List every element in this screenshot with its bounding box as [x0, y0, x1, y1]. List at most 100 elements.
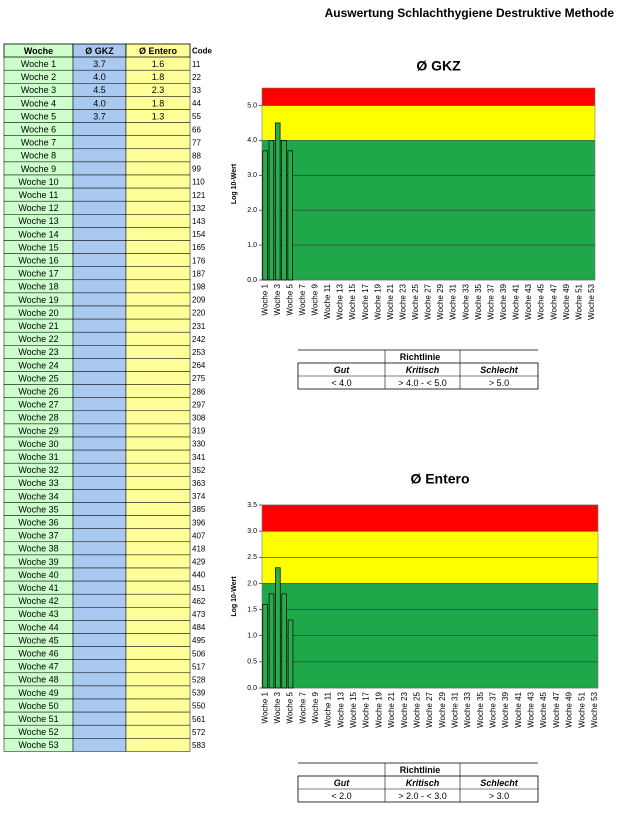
x-tick-label: Woche 47: [549, 283, 558, 319]
y-tick-label: 2.5: [247, 554, 257, 561]
x-tick-label: Woche 21: [386, 283, 395, 319]
cell-text: Woche 16: [18, 256, 58, 266]
cell: [125, 266, 191, 281]
guide-value: > 4.0 - < 5.0: [398, 378, 447, 388]
y-tick-label: 3.5: [247, 502, 257, 509]
cell: [125, 515, 191, 529]
code-text: 330: [192, 440, 206, 449]
bar: [287, 150, 294, 281]
cell-text: Woche 7: [21, 138, 56, 148]
code-text: 297: [192, 400, 206, 409]
cell-text: Woche 27: [18, 400, 58, 410]
cell-text: Woche 20: [18, 308, 58, 318]
cell: [125, 397, 191, 412]
cell: [125, 554, 191, 569]
y-tick-label: 3.0: [247, 528, 257, 535]
guide-value: < 4.0: [331, 378, 351, 388]
code-text: 451: [192, 584, 206, 593]
cell: [72, 135, 127, 150]
x-tick-label: Woche 1: [260, 691, 269, 723]
x-tick-label: Woche 39: [501, 691, 510, 727]
x-tick-label: Woche 17: [361, 283, 370, 319]
guide-value: < 2.0: [331, 791, 351, 801]
y-tick-label: 4.0: [247, 137, 257, 144]
cell: [72, 659, 127, 674]
cell: [72, 738, 127, 752]
cell: [72, 462, 127, 477]
cell-text: Woche 44: [18, 622, 58, 632]
cell: [125, 148, 191, 163]
cell: [125, 738, 191, 752]
cell: [125, 620, 191, 634]
y-axis-label: Log 10-Wert: [231, 163, 238, 204]
x-tick-label: Woche 29: [436, 283, 445, 319]
guide-value: > 5.0: [489, 378, 509, 388]
code-text: 22: [192, 73, 201, 82]
code-text: 495: [192, 636, 206, 645]
guide-header: Kritisch: [406, 365, 440, 375]
x-tick-label: Woche 9: [311, 691, 320, 723]
bar: [262, 603, 268, 689]
cell: [125, 358, 191, 372]
cell-text: 4.5: [93, 85, 106, 95]
code-text: 77: [192, 138, 201, 147]
x-tick-label: Woche 37: [489, 691, 498, 727]
x-tick-label: Woche 27: [425, 691, 434, 727]
x-tick-label: Woche 53: [590, 691, 599, 727]
code-text: 132: [192, 204, 206, 213]
x-tick-label: Woche 15: [348, 283, 357, 319]
cell-text: Woche 47: [18, 662, 58, 672]
cell: [72, 200, 127, 215]
cell-text: 1.6: [152, 59, 165, 69]
cell: [72, 214, 127, 228]
cell-text: Woche 30: [18, 439, 58, 449]
x-tick-label: Woche 53: [587, 283, 596, 319]
cell: [72, 292, 127, 307]
code-text: 539: [192, 689, 206, 698]
x-tick-label: Woche 5: [286, 691, 295, 723]
guide-title: Richtlinie: [400, 765, 441, 775]
cell-text: Woche 42: [18, 596, 58, 606]
header-text: Ø Entero: [139, 46, 178, 56]
page-title: Auswertung Schlachthygiene Destruktive M…: [325, 6, 615, 20]
cell: [72, 174, 127, 189]
y-tick-label: 0.0: [247, 277, 257, 284]
cell: [125, 449, 191, 464]
zone-band: [262, 505, 598, 532]
cell-text: Woche 45: [18, 635, 58, 645]
code-text: 143: [192, 217, 206, 226]
cell: [72, 227, 127, 241]
cell-text: 1.3: [152, 111, 165, 121]
cell: [72, 554, 127, 569]
guide-header: Kritisch: [406, 778, 440, 788]
x-tick-label: Woche 29: [438, 691, 447, 727]
x-tick-label: Woche 31: [450, 691, 459, 727]
code-text: 275: [192, 374, 206, 383]
cell: [125, 502, 191, 516]
code-text: 286: [192, 387, 206, 396]
cell-text: Woche 34: [18, 491, 58, 501]
bar: [262, 150, 268, 281]
code-text: 341: [192, 453, 206, 462]
cell-text: 1.8: [152, 72, 165, 82]
cell-text: Woche 15: [18, 242, 58, 252]
x-tick-label: Woche 5: [285, 283, 294, 315]
cell: [125, 659, 191, 674]
code-text: 33: [192, 86, 201, 95]
plot-frame: [261, 504, 599, 689]
cell: [125, 331, 191, 346]
guide-title: Richtlinie: [400, 352, 441, 362]
cell: [72, 410, 127, 425]
x-tick-label: Woche 39: [499, 283, 508, 319]
code-text: 176: [192, 256, 206, 265]
cell: [72, 567, 127, 582]
chart-title: Ø GKZ: [416, 58, 461, 74]
code-text: 572: [192, 728, 206, 737]
cell: [72, 698, 127, 713]
cell: [72, 580, 127, 595]
cell: [125, 476, 191, 490]
y-tick-label: 5.0: [247, 102, 257, 109]
cell: [72, 436, 127, 451]
cell-text: Woche 2: [21, 72, 56, 82]
code-text: 198: [192, 282, 206, 291]
